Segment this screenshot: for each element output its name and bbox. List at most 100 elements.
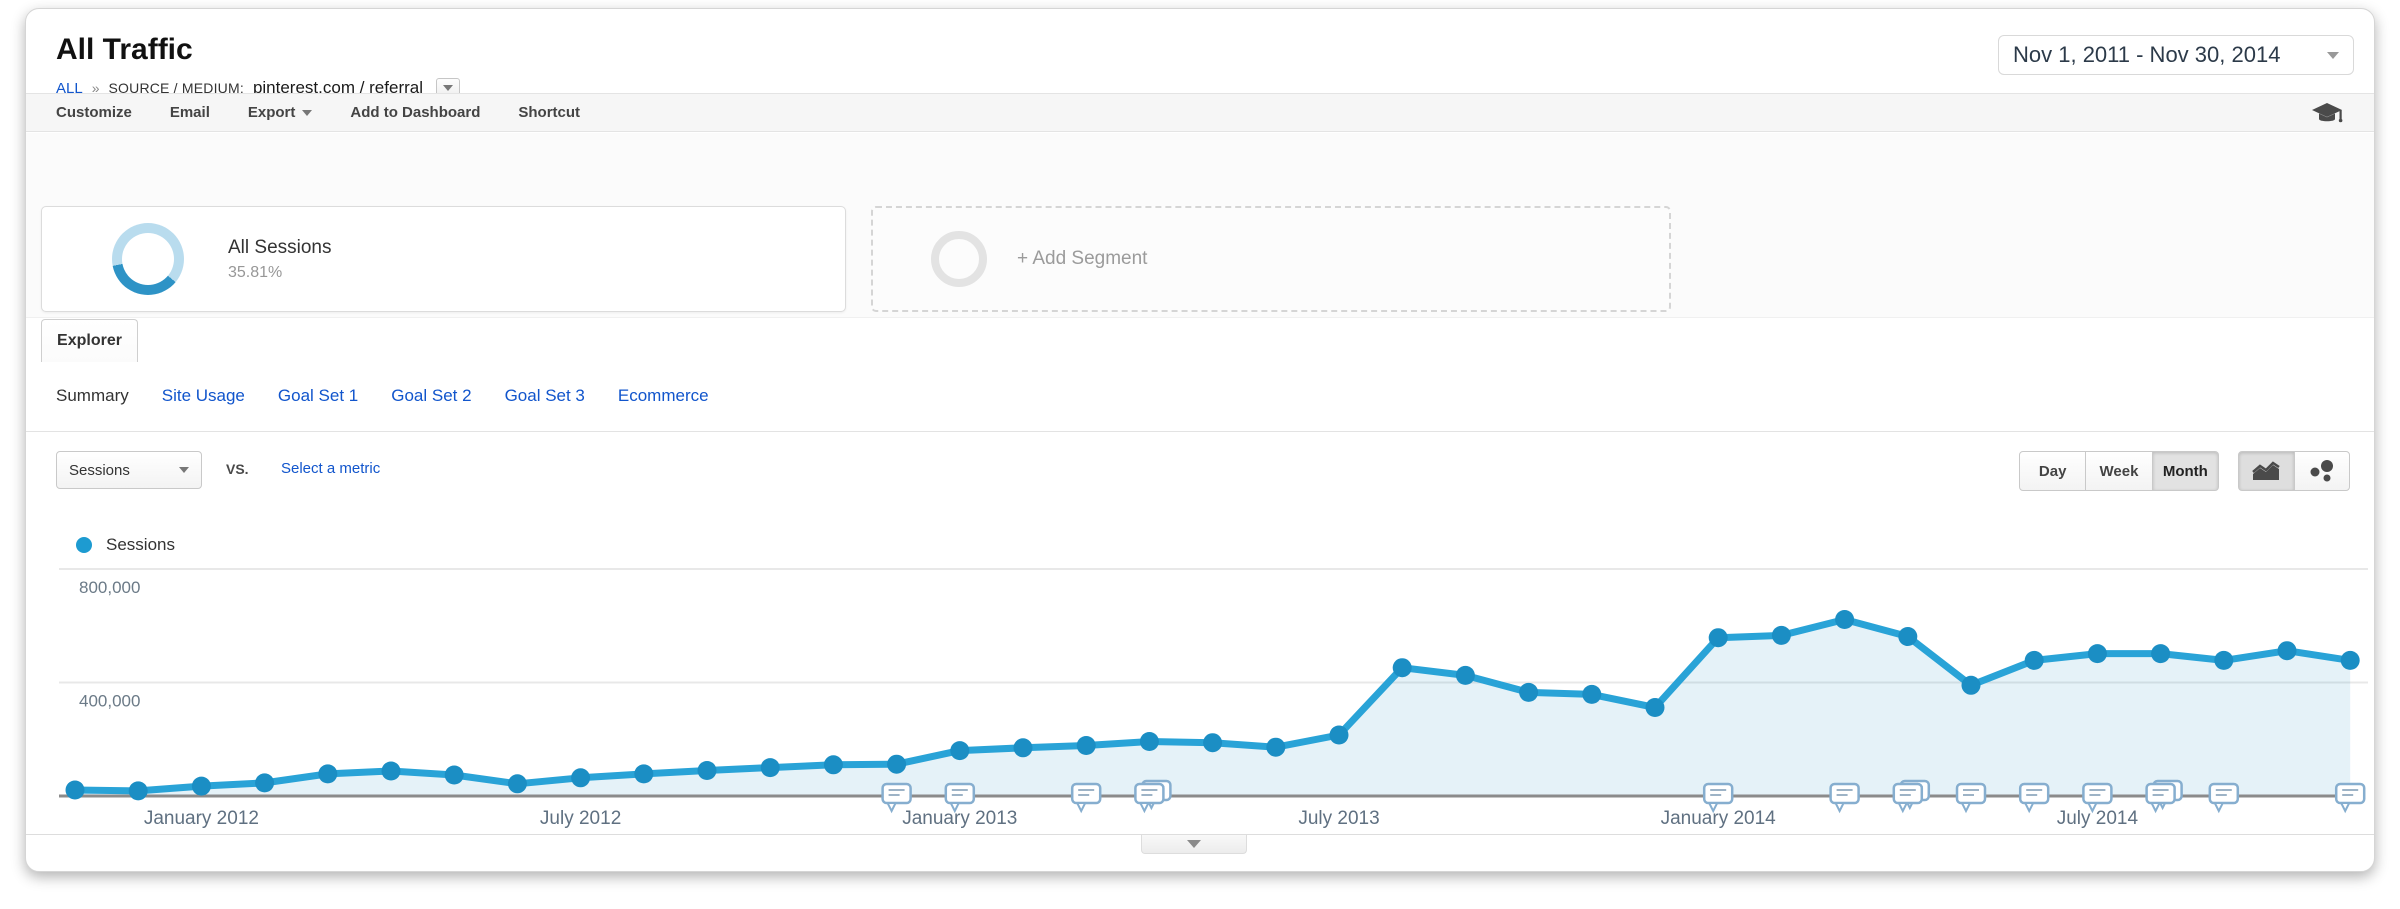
- data-point-feb-2014[interactable]: [1771, 625, 1791, 645]
- annotation-marker-nov-2014[interactable]: [2334, 782, 2366, 814]
- data-point-dec-2013[interactable]: [1645, 698, 1665, 717]
- x-axis-label: July 2014: [2057, 808, 2139, 829]
- data-point-jan-2013[interactable]: [950, 741, 970, 761]
- data-point-nov-2014[interactable]: [2340, 650, 2360, 670]
- annotation-marker-sep-2014[interactable]: [2208, 782, 2240, 814]
- chart-panel-bottom-border: [26, 834, 2374, 835]
- data-point-nov-2013[interactable]: [1582, 684, 1602, 704]
- data-point-jun-2013[interactable]: [1266, 737, 1286, 757]
- data-point-nov-2011[interactable]: [65, 780, 85, 800]
- annotation-marker-jul-2014[interactable]: [2082, 782, 2113, 814]
- annotation-marker-jan-2013[interactable]: [944, 782, 976, 814]
- data-point-jul-2014[interactable]: [2087, 644, 2107, 664]
- date-range-selector[interactable]: Nov 1, 2011 - Nov 30, 2014: [1998, 35, 2354, 75]
- annotation-bubble: [1702, 782, 1734, 805]
- data-point-may-2014[interactable]: [1961, 675, 1981, 695]
- subtab-goal-set-3[interactable]: Goal Set 3: [504, 386, 585, 405]
- granularity-day-button[interactable]: Day: [2019, 451, 2087, 491]
- all-sessions-segment-card[interactable]: All Sessions 35.81%: [41, 206, 846, 312]
- subtab-goal-set-1[interactable]: Goal Set 1: [277, 386, 359, 405]
- chevron-down-icon: [443, 85, 453, 91]
- data-point-jan-2012[interactable]: [191, 776, 211, 796]
- granularity-month-button[interactable]: Month: [2151, 451, 2219, 491]
- granularity-week-button[interactable]: Week: [2085, 451, 2153, 491]
- subtab-ecommerce[interactable]: Ecommerce: [617, 386, 709, 405]
- data-point-feb-2012[interactable]: [255, 773, 275, 793]
- data-point-feb-2013[interactable]: [1013, 738, 1033, 758]
- annotation-bubble-tail: [2339, 802, 2351, 814]
- breadcrumb-separator: »: [91, 80, 100, 96]
- email-button[interactable]: Email: [170, 104, 210, 121]
- annotation-bubble-tail: [2149, 802, 2162, 814]
- annotation-bubble: [1134, 782, 1165, 805]
- data-point-oct-2012[interactable]: [760, 758, 780, 778]
- data-point-mar-2012[interactable]: [318, 764, 338, 784]
- chart-legend: Sessions: [76, 535, 175, 555]
- data-point-may-2012[interactable]: [444, 765, 464, 785]
- data-point-aug-2012[interactable]: [634, 764, 654, 784]
- annotation-marker-jan-2014[interactable]: [1702, 782, 1734, 814]
- select-metric-link[interactable]: Select a metric: [281, 460, 381, 477]
- subtab-site-usage[interactable]: Site Usage: [161, 386, 245, 405]
- data-point-mar-2014[interactable]: [1835, 610, 1855, 629]
- data-point-aug-2014[interactable]: [2151, 644, 2171, 664]
- y-axis-label: 800,000: [79, 578, 140, 597]
- annotation-bubble: [1955, 782, 1987, 805]
- data-point-sep-2014[interactable]: [2214, 650, 2234, 670]
- export-label: Export: [247, 104, 296, 121]
- data-point-apr-2012[interactable]: [381, 761, 401, 781]
- annotation-bubble-tail: [1138, 802, 1151, 814]
- annotation-marker-may-2014[interactable]: [1955, 782, 1987, 814]
- annotation-marker-apr-2013[interactable]: [1134, 779, 1172, 814]
- data-point-mar-2013[interactable]: [1076, 736, 1096, 755]
- subtab-goal-set-2[interactable]: Goal Set 2: [391, 386, 472, 405]
- data-point-sep-2012[interactable]: [697, 761, 717, 780]
- annotation-marker-aug-2014[interactable]: [2145, 779, 2183, 814]
- breadcrumb-all-link[interactable]: ALL: [56, 79, 83, 97]
- annotation-marker-mar-2013[interactable]: [1070, 782, 1102, 814]
- data-point-jun-2014[interactable]: [2024, 650, 2044, 670]
- annotation-marker-jun-2014[interactable]: [2018, 782, 2050, 814]
- annotations-expander-button[interactable]: [1141, 835, 1247, 854]
- tutorial-cap-icon[interactable]: [2310, 101, 2344, 132]
- shortcut-label: Shortcut: [518, 104, 581, 121]
- annotation-marker-mar-2014[interactable]: [1829, 782, 1860, 814]
- data-point-jun-2012[interactable]: [507, 774, 527, 794]
- annotation-marker-apr-2014[interactable]: [1892, 779, 1931, 814]
- data-point-oct-2014[interactable]: [2277, 641, 2297, 661]
- data-point-dec-2012[interactable]: [887, 754, 907, 774]
- shortcut-button[interactable]: Shortcut: [518, 104, 580, 121]
- line-chart-icon: [2252, 461, 2280, 480]
- export-button[interactable]: Export: [248, 104, 313, 121]
- data-point-dec-2011[interactable]: [128, 781, 148, 801]
- motion-chart-button[interactable]: [2293, 451, 2350, 491]
- chevron-down-icon: [179, 467, 189, 473]
- data-point-apr-2014[interactable]: [1898, 627, 1918, 646]
- tab-explorer[interactable]: Explorer: [41, 319, 138, 362]
- annotation-marker-dec-2012[interactable]: [881, 782, 912, 814]
- breadcrumb-dimension-label: SOURCE / MEDIUM:: [108, 80, 244, 96]
- metric-selector-dropdown[interactable]: Sessions: [56, 451, 202, 489]
- data-point-oct-2013[interactable]: [1519, 682, 1539, 702]
- annotation-bubble-tail: [885, 802, 898, 814]
- add-segment-card[interactable]: + Add Segment: [871, 206, 1671, 312]
- series-color-dot-icon: [76, 537, 92, 553]
- data-point-apr-2013[interactable]: [1139, 732, 1159, 751]
- data-point-nov-2012[interactable]: [823, 755, 843, 775]
- customize-button[interactable]: Customize: [56, 104, 132, 121]
- line-chart-button[interactable]: [2238, 451, 2295, 491]
- add-to-dashboard-button[interactable]: Add to Dashboard: [350, 104, 480, 121]
- data-point-jan-2014[interactable]: [1708, 628, 1728, 648]
- empty-donut-icon: [931, 231, 987, 287]
- data-point-jul-2013[interactable]: [1329, 725, 1349, 745]
- add-segment-label: + Add Segment: [1017, 248, 1148, 269]
- data-point-may-2013[interactable]: [1203, 733, 1223, 753]
- subtab-summary[interactable]: Summary: [56, 386, 129, 405]
- data-point-sep-2013[interactable]: [1455, 665, 1475, 685]
- date-range-value: Nov 1, 2011 - Nov 30, 2014: [2013, 42, 2281, 67]
- data-point-jul-2012[interactable]: [571, 768, 591, 788]
- segments-section: All Sessions 35.81% + Add Segment: [26, 133, 2374, 318]
- data-point-aug-2013[interactable]: [1392, 658, 1412, 678]
- annotation-bubble-tail: [1960, 802, 1972, 814]
